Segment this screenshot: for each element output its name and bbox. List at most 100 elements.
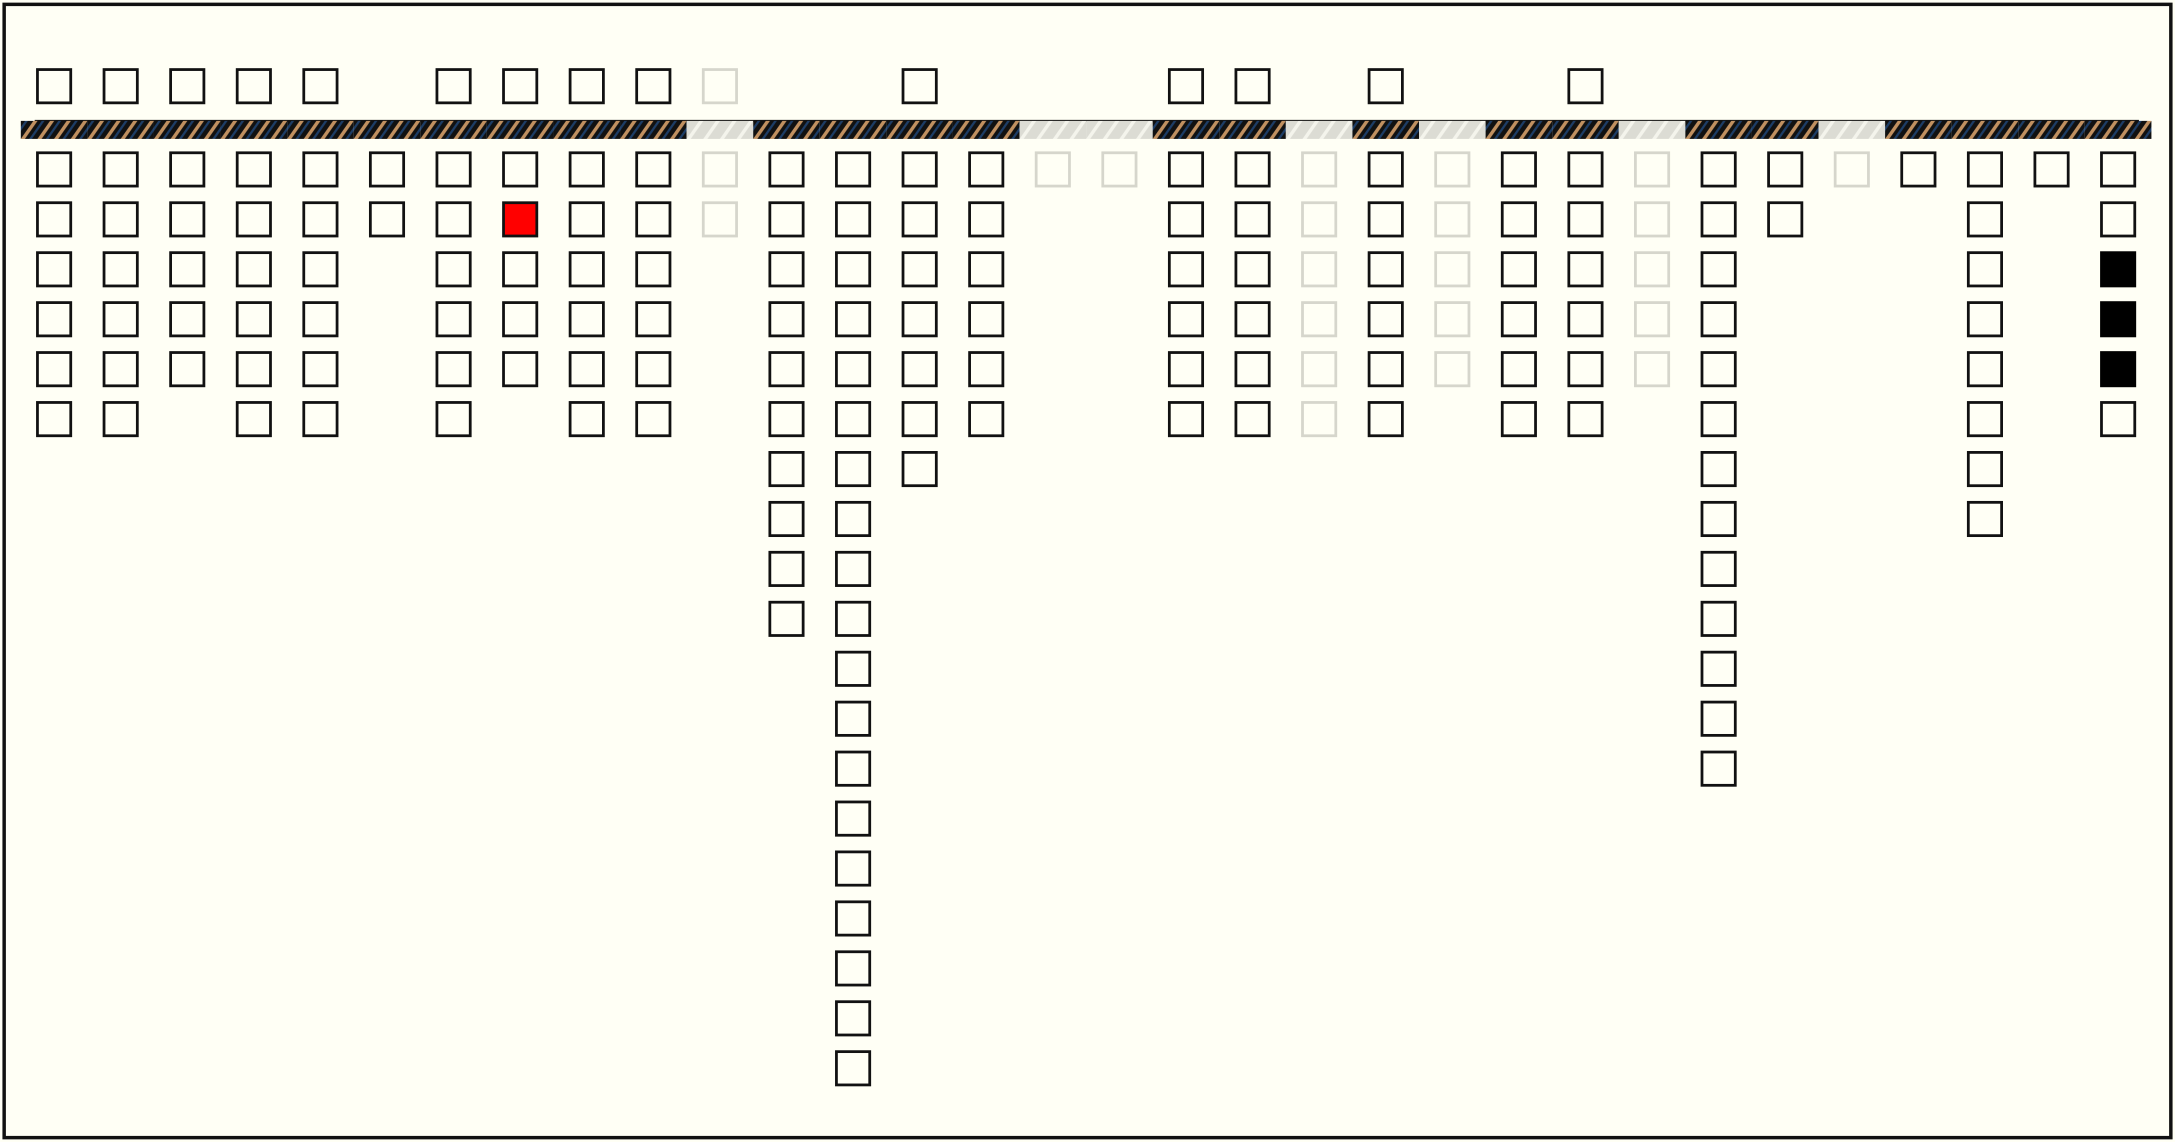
cell-empty[interactable] [901,451,938,488]
cell-empty[interactable] [768,151,805,188]
cell-empty[interactable] [2100,151,2137,188]
top-slot[interactable] [302,68,339,105]
cell-empty[interactable] [435,401,472,438]
cell-empty[interactable] [1167,251,1205,288]
top-slot[interactable] [1567,68,1604,105]
cell-empty[interactable] [235,251,272,288]
cell-empty[interactable] [36,401,73,438]
cell-empty[interactable] [901,251,938,288]
top-slot[interactable] [635,68,672,105]
cell-empty[interactable] [835,700,872,737]
cell-empty[interactable] [102,401,139,438]
cell-empty[interactable] [102,251,139,288]
cell-empty[interactable] [1367,151,1404,188]
cell-empty[interactable] [901,201,938,238]
cell-black[interactable] [2100,301,2137,338]
cell-empty[interactable] [635,301,672,338]
cell-faded[interactable] [1634,151,1671,188]
cell-empty[interactable] [568,251,605,288]
cell-empty[interactable] [1567,301,1604,338]
cell-empty[interactable] [1700,550,1737,587]
cell-empty[interactable] [768,550,805,587]
cell-empty[interactable] [768,251,805,288]
cell-empty[interactable] [235,301,272,338]
cell-empty[interactable] [1700,251,1737,288]
cell-empty[interactable] [1700,351,1737,388]
cell-empty[interactable] [1700,451,1737,488]
cell-empty[interactable] [768,301,805,338]
cell-empty[interactable] [1167,301,1205,338]
cell-empty[interactable] [1367,201,1404,238]
top-slot[interactable] [1234,68,1271,105]
cell-empty[interactable] [102,201,139,238]
cell-empty[interactable] [1234,301,1271,338]
cell-empty[interactable] [2033,151,2070,188]
cell-empty[interactable] [1900,151,1937,188]
cell-faded[interactable] [701,151,738,188]
cell-empty[interactable] [835,750,872,787]
cell-empty[interactable] [36,301,73,338]
cell-empty[interactable] [1500,401,1537,438]
cell-black[interactable] [2100,351,2137,388]
cell-faded[interactable] [1634,351,1671,388]
cell-faded[interactable] [1301,401,1338,438]
cell-empty[interactable] [36,251,73,288]
cell-empty[interactable] [768,600,805,637]
cell-empty[interactable] [1500,201,1537,238]
top-slot[interactable] [102,68,139,105]
cell-red[interactable] [502,201,539,238]
cell-empty[interactable] [1700,650,1737,687]
cell-empty[interactable] [1966,151,2003,188]
cell-empty[interactable] [835,201,872,238]
top-slot[interactable] [901,68,938,105]
cell-empty[interactable] [235,201,272,238]
cell-empty[interactable] [1767,151,1804,188]
cell-empty[interactable] [1167,351,1205,388]
cell-empty[interactable] [1966,401,2003,438]
cell-empty[interactable] [169,351,206,388]
cell-black[interactable] [2100,251,2137,288]
cell-empty[interactable] [1567,351,1604,388]
cell-faded[interactable] [1434,301,1471,338]
cell-empty[interactable] [1167,201,1205,238]
cell-empty[interactable] [835,151,872,188]
top-slot[interactable] [1167,68,1205,105]
cell-empty[interactable] [2100,201,2137,238]
cell-empty[interactable] [835,850,872,887]
cell-faded[interactable] [1634,201,1671,238]
cell-empty[interactable] [1767,201,1804,238]
cell-faded[interactable] [1301,201,1338,238]
cell-empty[interactable] [568,151,605,188]
cell-empty[interactable] [968,351,1005,388]
cell-empty[interactable] [1234,401,1271,438]
cell-empty[interactable] [1367,301,1404,338]
cell-empty[interactable] [1500,151,1537,188]
cell-empty[interactable] [835,650,872,687]
cell-empty[interactable] [635,401,672,438]
cell-empty[interactable] [1567,201,1604,238]
cell-empty[interactable] [568,301,605,338]
cell-empty[interactable] [368,201,406,238]
cell-empty[interactable] [502,251,539,288]
cell-empty[interactable] [835,251,872,288]
top-slot[interactable] [568,68,605,105]
top-slot[interactable] [36,68,73,105]
cell-faded[interactable] [701,201,738,238]
cell-empty[interactable] [302,251,339,288]
cell-empty[interactable] [835,401,872,438]
cell-empty[interactable] [2100,401,2137,438]
cell-empty[interactable] [1367,351,1404,388]
cell-empty[interactable] [1567,251,1604,288]
cell-empty[interactable] [768,500,805,538]
cell-faded[interactable] [1634,251,1671,288]
cell-empty[interactable] [502,301,539,338]
cell-empty[interactable] [568,401,605,438]
cell-empty[interactable] [1234,201,1271,238]
cell-empty[interactable] [1700,401,1737,438]
cell-empty[interactable] [36,201,73,238]
cell-empty[interactable] [635,351,672,388]
cell-empty[interactable] [901,401,938,438]
cell-empty[interactable] [1500,351,1537,388]
cell-empty[interactable] [1500,301,1537,338]
cell-empty[interactable] [169,301,206,338]
